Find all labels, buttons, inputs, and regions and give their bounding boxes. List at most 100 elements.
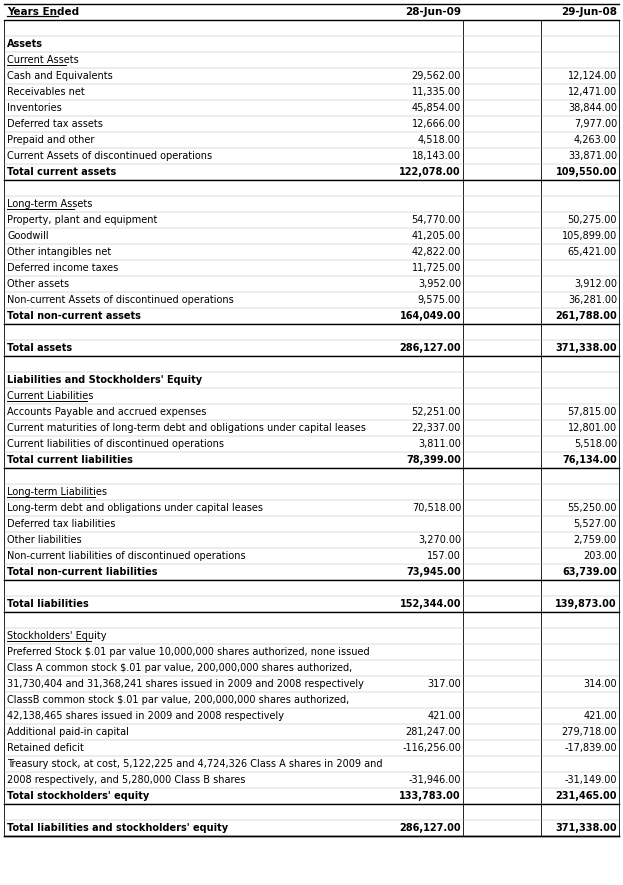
Text: Liabilities and Stockholders' Equity: Liabilities and Stockholders' Equity bbox=[7, 375, 202, 385]
Text: Other assets: Other assets bbox=[7, 279, 69, 289]
Text: Additional paid-in capital: Additional paid-in capital bbox=[7, 727, 129, 737]
Text: 2,759.00: 2,759.00 bbox=[574, 535, 617, 545]
Text: ClassB common stock $.01 par value, 200,000,000 shares authorized,: ClassB common stock $.01 par value, 200,… bbox=[7, 695, 350, 705]
Text: 261,788.00: 261,788.00 bbox=[555, 311, 617, 321]
Text: Total assets: Total assets bbox=[7, 343, 72, 353]
Text: Total non-current assets: Total non-current assets bbox=[7, 311, 141, 321]
Text: Treasury stock, at cost, 5,122,225 and 4,724,326 Class A shares in 2009 and: Treasury stock, at cost, 5,122,225 and 4… bbox=[7, 759, 383, 769]
Text: 11,335.00: 11,335.00 bbox=[412, 87, 461, 97]
Text: 12,666.00: 12,666.00 bbox=[412, 119, 461, 129]
Text: Goodwill: Goodwill bbox=[7, 231, 49, 241]
Text: Deferred tax assets: Deferred tax assets bbox=[7, 119, 103, 129]
Text: Assets: Assets bbox=[7, 39, 43, 49]
Text: 9,575.00: 9,575.00 bbox=[418, 295, 461, 305]
Text: 42,138,465 shares issued in 2009 and 2008 respectively: 42,138,465 shares issued in 2009 and 200… bbox=[7, 711, 284, 721]
Text: Total liabilities: Total liabilities bbox=[7, 599, 88, 609]
Text: 109,550.00: 109,550.00 bbox=[556, 167, 617, 177]
Text: 52,251.00: 52,251.00 bbox=[412, 407, 461, 417]
Text: Other intangibles net: Other intangibles net bbox=[7, 247, 112, 257]
Text: Cash and Equivalents: Cash and Equivalents bbox=[7, 71, 113, 81]
Text: 152,344.00: 152,344.00 bbox=[399, 599, 461, 609]
Text: 54,770.00: 54,770.00 bbox=[412, 215, 461, 225]
Text: Receivables net: Receivables net bbox=[7, 87, 85, 97]
Text: 31,730,404 and 31,368,241 shares issued in 2009 and 2008 respectively: 31,730,404 and 31,368,241 shares issued … bbox=[7, 679, 364, 689]
Text: 4,263.00: 4,263.00 bbox=[574, 135, 617, 145]
Text: Non-current Assets of discontinued operations: Non-current Assets of discontinued opera… bbox=[7, 295, 234, 305]
Text: 371,338.00: 371,338.00 bbox=[555, 823, 617, 833]
Text: 164,049.00: 164,049.00 bbox=[399, 311, 461, 321]
Text: Deferred income taxes: Deferred income taxes bbox=[7, 263, 118, 273]
Text: 286,127.00: 286,127.00 bbox=[399, 343, 461, 353]
Text: 73,945.00: 73,945.00 bbox=[406, 567, 461, 577]
Text: 11,725.00: 11,725.00 bbox=[412, 263, 461, 273]
Text: Stockholders' Equity: Stockholders' Equity bbox=[7, 631, 107, 641]
Text: 286,127.00: 286,127.00 bbox=[399, 823, 461, 833]
Text: Current maturities of long-term debt and obligations under capital leases: Current maturities of long-term debt and… bbox=[7, 423, 366, 433]
Text: Years Ended: Years Ended bbox=[7, 7, 79, 17]
Text: 317.00: 317.00 bbox=[427, 679, 461, 689]
Text: 29,562.00: 29,562.00 bbox=[412, 71, 461, 81]
Text: -31,149.00: -31,149.00 bbox=[564, 775, 617, 785]
Text: 12,124.00: 12,124.00 bbox=[568, 71, 617, 81]
Text: Deferred tax liabilities: Deferred tax liabilities bbox=[7, 519, 115, 529]
Text: Long-term debt and obligations under capital leases: Long-term debt and obligations under cap… bbox=[7, 503, 263, 513]
Text: Total liabilities and stockholders' equity: Total liabilities and stockholders' equi… bbox=[7, 823, 228, 833]
Text: 3,912.00: 3,912.00 bbox=[574, 279, 617, 289]
Text: Total current liabilities: Total current liabilities bbox=[7, 455, 133, 465]
Text: 38,844.00: 38,844.00 bbox=[568, 103, 617, 113]
Text: 4,518.00: 4,518.00 bbox=[418, 135, 461, 145]
Text: 65,421.00: 65,421.00 bbox=[568, 247, 617, 257]
Text: Retained deficit: Retained deficit bbox=[7, 743, 84, 753]
Text: Long-term Assets: Long-term Assets bbox=[7, 199, 92, 209]
Text: 371,338.00: 371,338.00 bbox=[555, 343, 617, 353]
Text: 41,205.00: 41,205.00 bbox=[412, 231, 461, 241]
Text: Accounts Payable and accrued expenses: Accounts Payable and accrued expenses bbox=[7, 407, 206, 417]
Text: Preferred Stock $.01 par value 10,000,000 shares authorized, none issued: Preferred Stock $.01 par value 10,000,00… bbox=[7, 647, 369, 657]
Text: Total current assets: Total current assets bbox=[7, 167, 117, 177]
Text: -31,946.00: -31,946.00 bbox=[409, 775, 461, 785]
Text: 57,815.00: 57,815.00 bbox=[568, 407, 617, 417]
Text: Property, plant and equipment: Property, plant and equipment bbox=[7, 215, 158, 225]
Text: 70,518.00: 70,518.00 bbox=[412, 503, 461, 513]
Text: Long-term Liabilities: Long-term Liabilities bbox=[7, 487, 107, 497]
Text: Current Liabilities: Current Liabilities bbox=[7, 391, 93, 401]
Text: 36,281.00: 36,281.00 bbox=[568, 295, 617, 305]
Text: 45,854.00: 45,854.00 bbox=[412, 103, 461, 113]
Text: Current liabilities of discontinued operations: Current liabilities of discontinued oper… bbox=[7, 439, 224, 449]
Text: 22,337.00: 22,337.00 bbox=[412, 423, 461, 433]
Text: 63,739.00: 63,739.00 bbox=[562, 567, 617, 577]
Text: 33,871.00: 33,871.00 bbox=[568, 151, 617, 161]
Text: 7,977.00: 7,977.00 bbox=[574, 119, 617, 129]
Text: 18,143.00: 18,143.00 bbox=[412, 151, 461, 161]
Text: Inventories: Inventories bbox=[7, 103, 62, 113]
Text: 42,822.00: 42,822.00 bbox=[412, 247, 461, 257]
Text: 78,399.00: 78,399.00 bbox=[406, 455, 461, 465]
Text: Other liabilities: Other liabilities bbox=[7, 535, 82, 545]
Text: 12,471.00: 12,471.00 bbox=[568, 87, 617, 97]
Text: 133,783.00: 133,783.00 bbox=[399, 791, 461, 801]
Text: 76,134.00: 76,134.00 bbox=[562, 455, 617, 465]
Text: Current Assets: Current Assets bbox=[7, 55, 78, 65]
Text: 2008 respectively, and 5,280,000 Class B shares: 2008 respectively, and 5,280,000 Class B… bbox=[7, 775, 245, 785]
Text: 5,518.00: 5,518.00 bbox=[574, 439, 617, 449]
Text: 122,078.00: 122,078.00 bbox=[399, 167, 461, 177]
Text: -17,839.00: -17,839.00 bbox=[564, 743, 617, 753]
Text: Current Assets of discontinued operations: Current Assets of discontinued operation… bbox=[7, 151, 212, 161]
Text: 279,718.00: 279,718.00 bbox=[561, 727, 617, 737]
Text: 29-Jun-08: 29-Jun-08 bbox=[561, 7, 617, 17]
Text: 203.00: 203.00 bbox=[583, 551, 617, 561]
Text: -116,256.00: -116,256.00 bbox=[402, 743, 461, 753]
Text: 3,952.00: 3,952.00 bbox=[418, 279, 461, 289]
Text: Class A common stock $.01 par value, 200,000,000 shares authorized,: Class A common stock $.01 par value, 200… bbox=[7, 663, 352, 673]
Text: Non-current liabilities of discontinued operations: Non-current liabilities of discontinued … bbox=[7, 551, 245, 561]
Text: 5,527.00: 5,527.00 bbox=[574, 519, 617, 529]
Text: 139,873.00: 139,873.00 bbox=[555, 599, 617, 609]
Text: Prepaid and other: Prepaid and other bbox=[7, 135, 94, 145]
Text: 3,270.00: 3,270.00 bbox=[418, 535, 461, 545]
Text: 314.00: 314.00 bbox=[583, 679, 617, 689]
Text: 28-Jun-09: 28-Jun-09 bbox=[405, 7, 461, 17]
Text: 3,811.00: 3,811.00 bbox=[418, 439, 461, 449]
Text: 421.00: 421.00 bbox=[583, 711, 617, 721]
Text: Total stockholders' equity: Total stockholders' equity bbox=[7, 791, 150, 801]
Text: 12,801.00: 12,801.00 bbox=[568, 423, 617, 433]
